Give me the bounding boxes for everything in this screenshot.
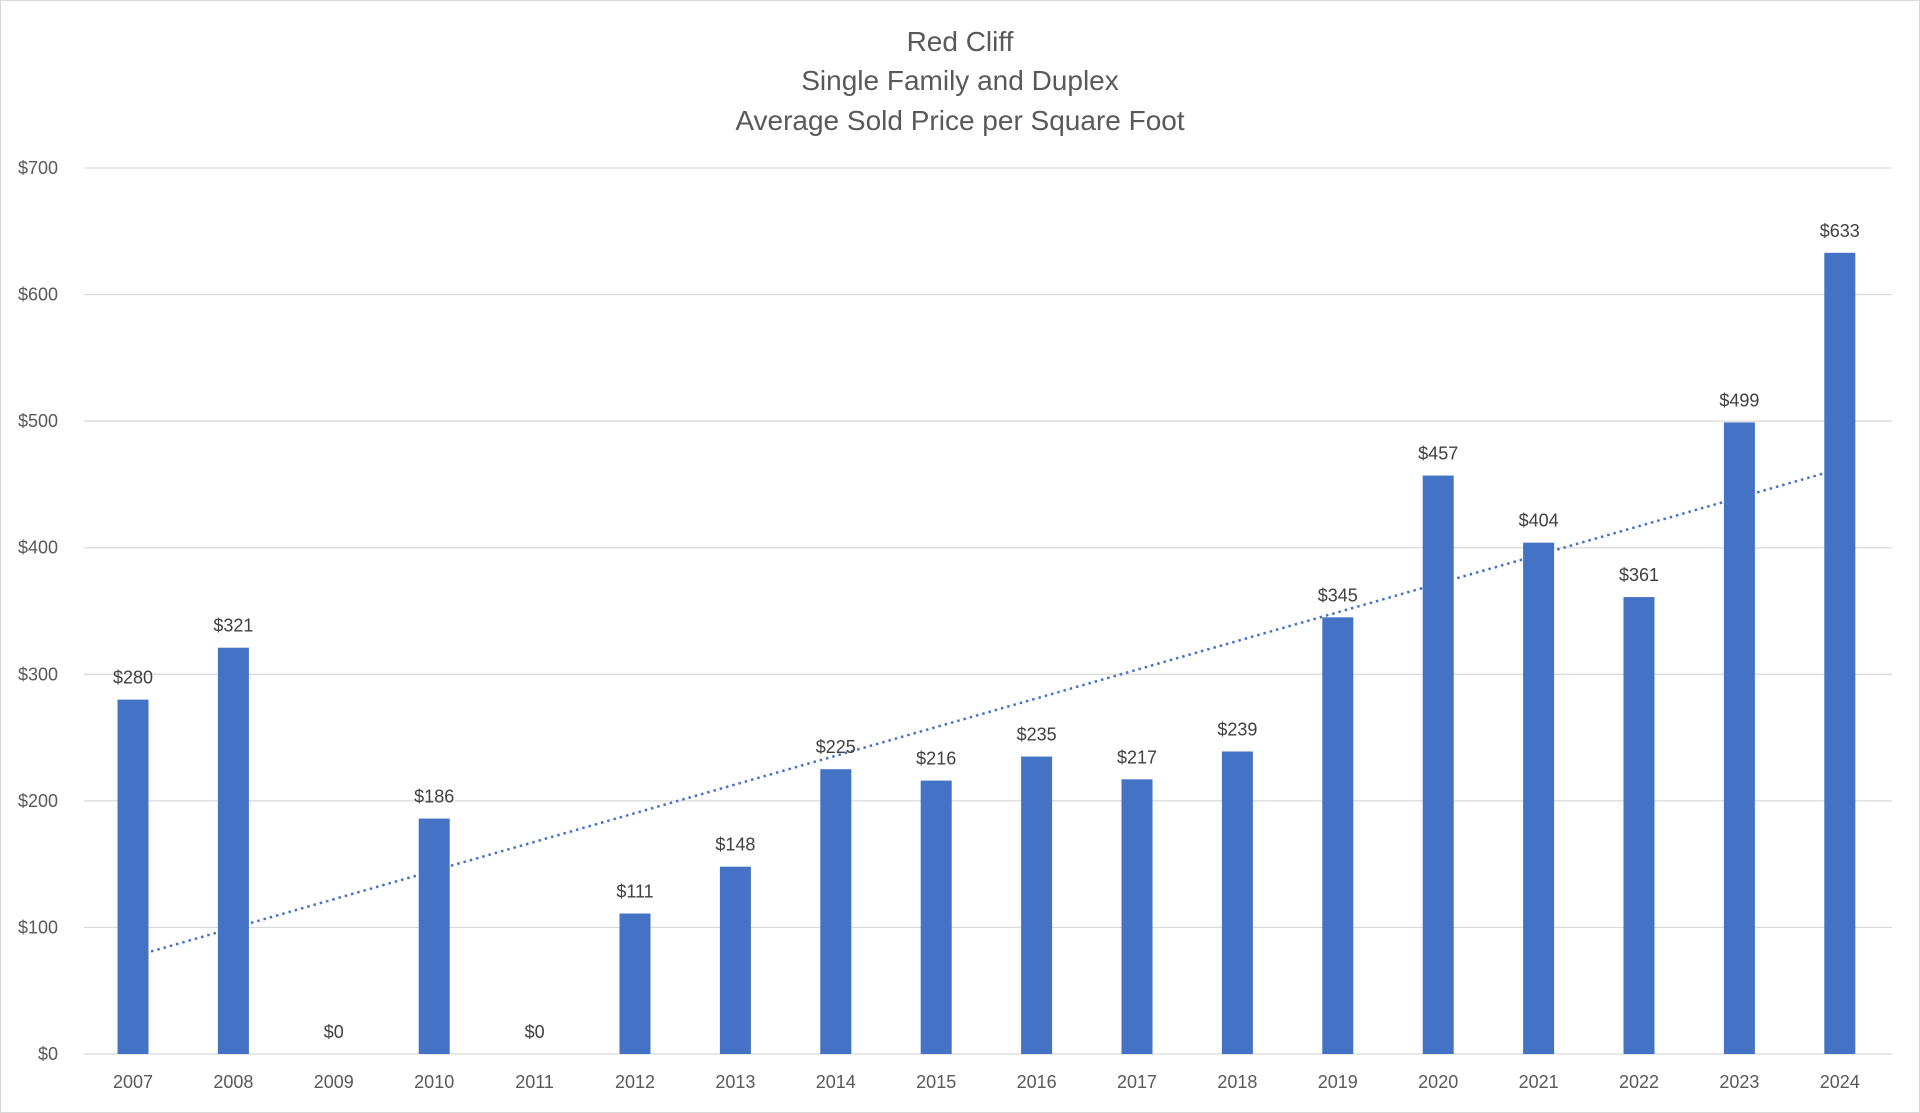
bars <box>117 252 1856 1054</box>
y-tick-label: $500 <box>18 411 58 431</box>
x-tick-label: 2016 <box>1017 1072 1057 1092</box>
y-tick-label: $300 <box>18 664 58 684</box>
bar <box>1623 597 1655 1054</box>
data-label: $499 <box>1719 390 1759 410</box>
y-tick-label: $400 <box>18 538 58 558</box>
data-label: $217 <box>1117 747 1157 767</box>
y-tick-label: $100 <box>18 917 58 937</box>
data-label: $216 <box>916 749 956 769</box>
data-label: $225 <box>816 737 856 757</box>
x-tick-label: 2008 <box>213 1072 253 1092</box>
x-tick-label: 2017 <box>1117 1072 1157 1092</box>
data-label: $235 <box>1017 725 1057 745</box>
x-tick-label: 2019 <box>1318 1072 1358 1092</box>
bar <box>1221 751 1253 1054</box>
data-label: $345 <box>1318 585 1358 605</box>
x-tick-label: 2009 <box>314 1072 354 1092</box>
y-tick-label: $200 <box>18 791 58 811</box>
data-label: $186 <box>414 787 454 807</box>
data-label: $239 <box>1217 719 1257 739</box>
data-label: $404 <box>1519 511 1559 531</box>
data-label: $148 <box>715 835 755 855</box>
bar <box>418 818 450 1054</box>
data-label: $457 <box>1418 444 1458 464</box>
x-tick-label: 2021 <box>1519 1072 1559 1092</box>
bar <box>820 769 852 1054</box>
x-tick-label: 2010 <box>414 1072 454 1092</box>
x-tick-label: 2024 <box>1820 1072 1860 1092</box>
x-tick-label: 2022 <box>1619 1072 1659 1092</box>
y-tick-label: $700 <box>18 158 58 178</box>
data-label: $361 <box>1619 565 1659 585</box>
bar <box>920 780 952 1054</box>
bar <box>117 699 149 1054</box>
bar <box>1121 779 1153 1054</box>
bar <box>1422 475 1454 1054</box>
bar <box>1824 252 1856 1054</box>
data-label: $111 <box>616 882 653 902</box>
gridlines <box>84 167 1892 1055</box>
trendline <box>150 469 1835 953</box>
chart-title-line: Red Cliff <box>907 26 1014 57</box>
y-tick-label: $0 <box>38 1044 58 1064</box>
data-label: $633 <box>1820 221 1860 241</box>
x-tick-label: 2013 <box>715 1072 755 1092</box>
bar <box>1322 617 1354 1054</box>
bar <box>619 913 651 1054</box>
trendline-line <box>150 469 1835 953</box>
chart-title-line: Single Family and Duplex <box>801 65 1119 96</box>
bar <box>1723 422 1755 1054</box>
x-tick-label: 2012 <box>615 1072 655 1092</box>
x-tick-label: 2015 <box>916 1072 956 1092</box>
data-label: $0 <box>324 1022 344 1042</box>
x-tick-label: 2023 <box>1719 1072 1759 1092</box>
data-label: $321 <box>213 616 253 636</box>
bar <box>719 866 751 1054</box>
chart-title-line: Average Sold Price per Square Foot <box>735 105 1185 136</box>
x-tick-label: 2020 <box>1418 1072 1458 1092</box>
x-tick-label: 2014 <box>816 1072 856 1092</box>
x-tick-label: 2018 <box>1217 1072 1257 1092</box>
bar <box>1021 756 1053 1054</box>
data-label: $280 <box>113 668 153 688</box>
bar <box>217 647 249 1054</box>
y-tick-label: $600 <box>18 285 58 305</box>
x-tick-label: 2007 <box>113 1072 153 1092</box>
bar <box>1523 542 1555 1054</box>
data-labels: $280 $321 $0 $186 $0 $111 $148 $225 $216 $235 $217… <box>113 221 1860 1042</box>
x-tick-label: 2011 <box>515 1072 554 1092</box>
y-axis-tick-labels: $0 $100 $200 $300 $400 $500 $600 $700 <box>18 158 58 1064</box>
x-axis-tick-labels: 2007 2008 2009 2010 2011 2012 2013 2014 2015 2016… <box>113 1072 1860 1092</box>
chart-title: Red Cliff Single Family and Duplex Average… <box>735 26 1185 136</box>
data-label: $0 <box>525 1022 545 1042</box>
